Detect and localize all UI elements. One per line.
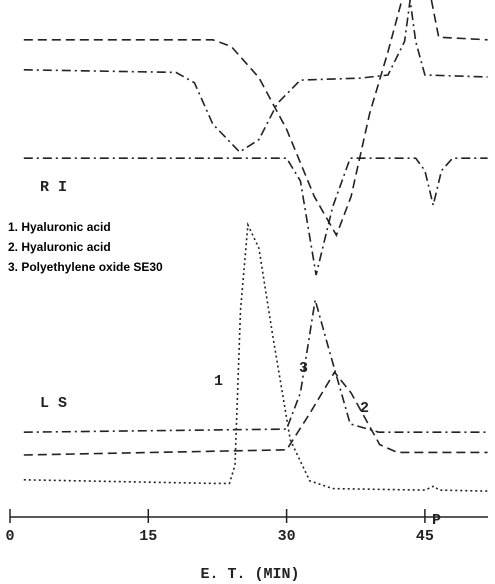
trace <box>23 299 488 433</box>
x-axis-label: E. T. (MIN) <box>200 566 299 583</box>
x-tick-label: 0 <box>5 528 14 545</box>
trace <box>23 0 488 238</box>
legend-text: 2. Hyaluronic acid <box>8 240 111 254</box>
trace <box>23 157 488 276</box>
x-tick-label: 45 <box>416 528 434 545</box>
trace-group-label: R I <box>40 179 67 196</box>
legend-text: 3. Polyethylene oxide SE30 <box>8 260 163 274</box>
trace <box>23 370 488 456</box>
curve-label: 3 <box>299 360 308 377</box>
curve-label: 2 <box>360 400 369 417</box>
legend-text: 1. Hyaluronic acid <box>8 220 111 234</box>
x-tick-label: 30 <box>278 528 296 545</box>
x-tick-label: 15 <box>139 528 157 545</box>
marker-label: P <box>432 512 441 529</box>
curve-label: 1 <box>214 373 223 390</box>
trace-group-label: L S <box>40 395 67 412</box>
trace <box>23 0 488 154</box>
trace <box>23 221 488 492</box>
